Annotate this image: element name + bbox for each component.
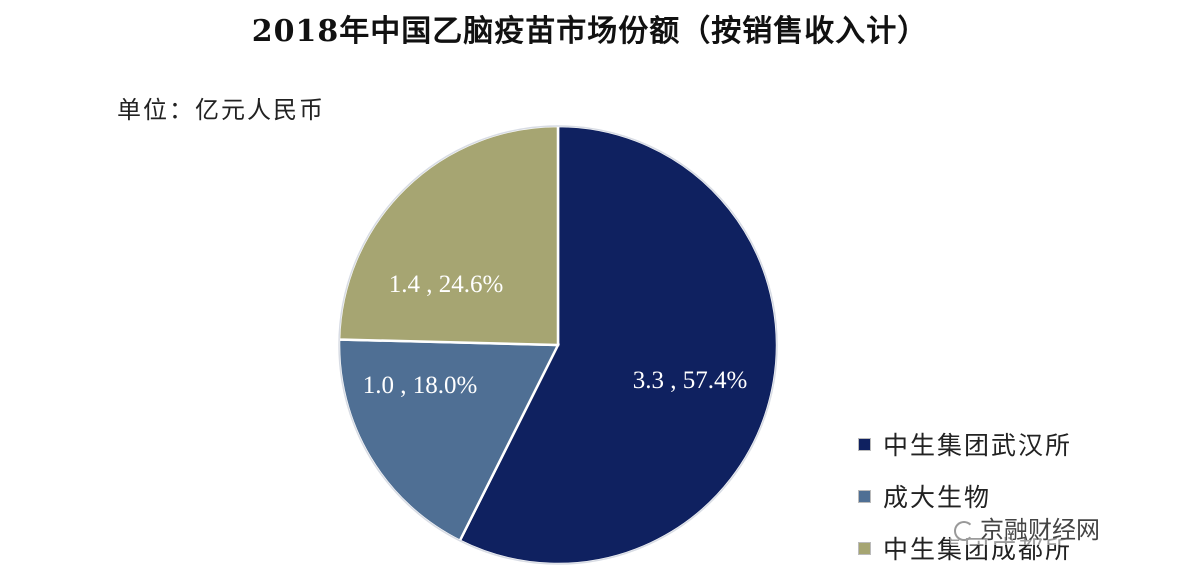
legend-swatch-icon	[858, 489, 871, 503]
legend-swatch-icon	[858, 437, 871, 451]
wechat-icon	[954, 521, 974, 541]
watermark: 京融财经网	[950, 510, 1104, 545]
pie-slice	[337, 124, 560, 347]
legend-label: 中生集团武汉所	[883, 431, 1073, 460]
legend-item-chengda: 成大生物	[858, 470, 1072, 522]
legend-label: 成大生物	[883, 483, 992, 512]
legend-item-wuhan: 中生集团武汉所	[858, 418, 1072, 470]
chart-title: 2018年中国乙脑疫苗市场份额（按销售收入计）	[251, 14, 929, 49]
watermark-text: 京融财经网	[980, 516, 1100, 544]
slice-data-label: 3.3 , 57.4%	[633, 367, 748, 394]
legend: 中生集团武汉所 成大生物 中生集团成都所	[858, 418, 1072, 574]
unit-label: 单位：亿元人民币	[117, 96, 325, 124]
slice-data-label: 1.4 , 24.6%	[389, 271, 504, 298]
slice-data-label: 1.0 , 18.0%	[363, 372, 478, 399]
legend-swatch-icon	[858, 541, 871, 555]
